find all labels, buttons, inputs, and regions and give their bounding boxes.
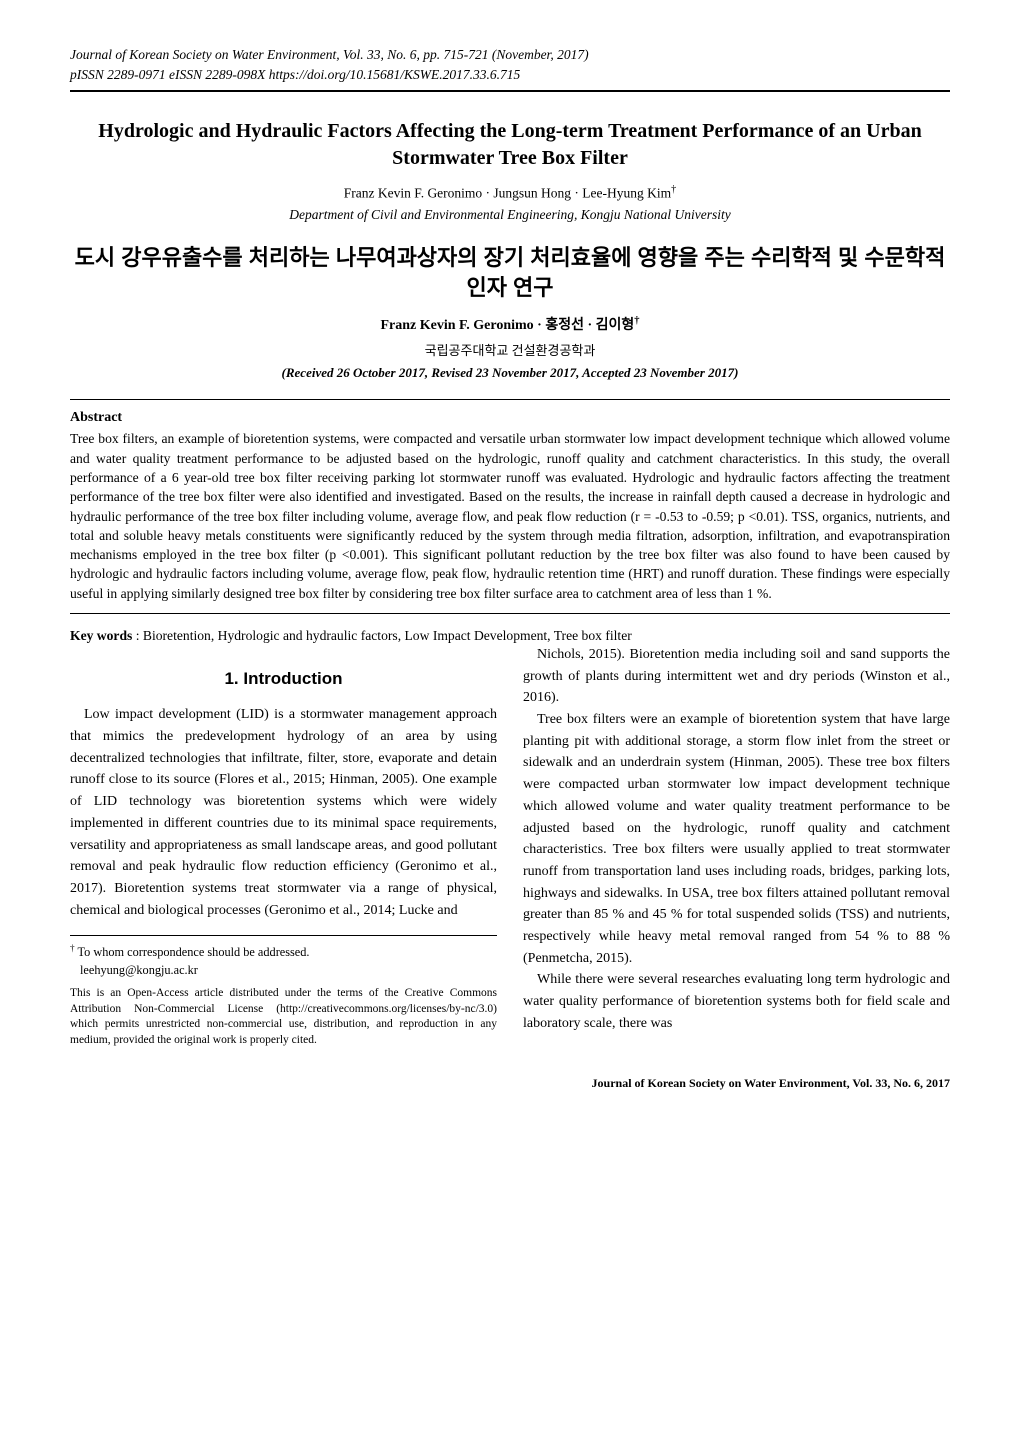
journal-header: Journal of Korean Society on Water Envir… bbox=[70, 45, 950, 86]
authors-korean: Franz Kevin F. Geronimo · 홍정선 · 김이형† bbox=[70, 314, 950, 334]
manuscript-dates: (Received 26 October 2017, Revised 23 No… bbox=[70, 365, 950, 381]
footnote-block: † To whom correspondence should be addre… bbox=[70, 935, 497, 1048]
footnote-email: leehyung@kongju.ac.kr bbox=[70, 962, 497, 980]
title-korean: 도시 강우유출수를 처리하는 나무여과상자의 장기 처리효율에 영향을 주는 수… bbox=[70, 243, 950, 302]
divider-abstract-bottom bbox=[70, 613, 950, 614]
footnote-corr-text: To whom correspondence should be address… bbox=[75, 945, 310, 959]
copyright-text: This is an Open-Access article distribut… bbox=[70, 986, 497, 1048]
affiliation-korean: 국립공주대학교 건설환경공학과 bbox=[70, 340, 950, 359]
keywords-line: Key words : Bioretention, Hydrologic and… bbox=[70, 628, 950, 644]
authors-ko-text: Franz Kevin F. Geronimo · 홍정선 · 김이형 bbox=[380, 318, 634, 333]
body-columns: 1. Introduction Low impact development (… bbox=[70, 644, 950, 1048]
authors-en-text: Franz Kevin F. Geronimo · Jungsun Hong ·… bbox=[344, 185, 671, 200]
affiliation-english: Department of Civil and Environmental En… bbox=[70, 207, 950, 223]
page-footer: Journal of Korean Society on Water Envir… bbox=[70, 1076, 950, 1091]
divider-top bbox=[70, 90, 950, 92]
abstract-body: Tree box filters, an example of bioreten… bbox=[70, 429, 950, 603]
divider-abstract-top bbox=[70, 399, 950, 400]
keywords-sep: : bbox=[132, 628, 143, 643]
journal-line2: pISSN 2289-0971 eISSN 2289-098X https://… bbox=[70, 65, 950, 85]
footnote-correspondence: † To whom correspondence should be addre… bbox=[70, 942, 497, 980]
corresponding-mark-ko: † bbox=[634, 316, 639, 327]
title-english: Hydrologic and Hydraulic Factors Affecti… bbox=[70, 118, 950, 172]
section-1-heading: 1. Introduction bbox=[70, 666, 497, 692]
authors-english: Franz Kevin F. Geronimo · Jungsun Hong ·… bbox=[70, 184, 950, 202]
paragraph-2: Nichols, 2015). Bioretention media inclu… bbox=[523, 644, 950, 709]
keywords-body: Bioretention, Hydrologic and hydraulic f… bbox=[143, 628, 632, 643]
paragraph-3: Tree box filters were an example of bior… bbox=[523, 709, 950, 969]
paragraph-1: Low impact development (LID) is a stormw… bbox=[70, 704, 497, 921]
keywords-label: Key words bbox=[70, 628, 132, 643]
corresponding-mark: † bbox=[671, 184, 676, 195]
paragraph-4: While there were several researches eval… bbox=[523, 969, 950, 1034]
abstract-heading: Abstract bbox=[70, 410, 950, 426]
footnote-divider bbox=[70, 935, 497, 936]
journal-line1: Journal of Korean Society on Water Envir… bbox=[70, 45, 950, 65]
